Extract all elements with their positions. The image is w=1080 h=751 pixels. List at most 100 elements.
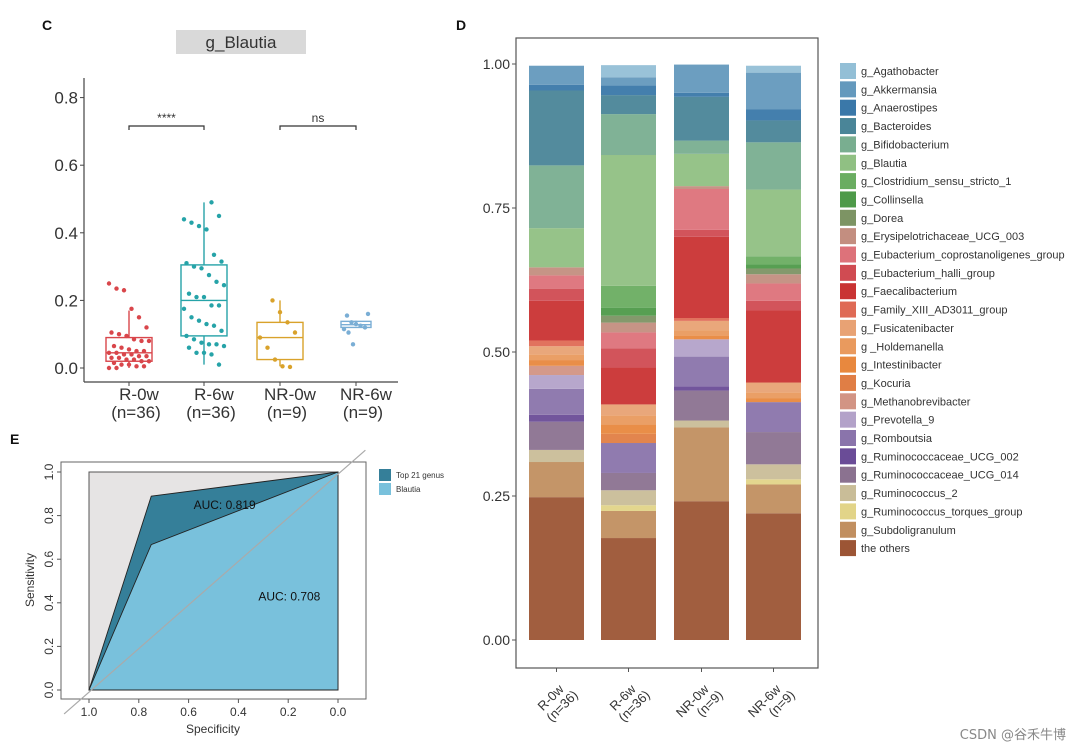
panel-c-boxplot: g_Blautia 0.00.20.40.60.8R-0w(n=36)R-6w(… [54,30,398,422]
d-legend-swatch [840,209,856,226]
d-bar-segment [529,90,584,166]
c-point [126,362,132,367]
d-legend-swatch [840,448,856,465]
d-bar-segment [529,360,584,366]
d-bar-segment [601,85,656,96]
d-legend-label: g_Methanobrevibacter [861,396,971,408]
c-significance-bracket [128,125,205,131]
d-legend-label: g_Anaerostipes [861,103,938,115]
d-bar-segment [601,367,656,405]
d-legend-swatch [840,503,856,520]
d-bar-segment [601,490,656,506]
c-point [141,364,147,369]
d-bar-segment [529,65,584,85]
d-y-tick-label: 0.50 [483,344,510,360]
d-bar-segment [674,339,729,357]
d-bar-segment [529,267,584,276]
c-point [184,261,189,266]
e-legend-label: Top 21 genus [396,471,444,480]
d-bar-segment [746,432,801,465]
d-legend-swatch [840,154,856,171]
c-point [184,333,189,339]
c-point [134,364,139,369]
c-point [194,350,199,355]
e-x-tick-label: 0.4 [230,705,247,719]
d-bar-segment [601,322,656,333]
c-point [124,333,129,339]
e-y-tick-label: 0.8 [42,507,56,524]
d-bar-segment [746,398,801,403]
c-point [146,338,152,344]
d-bar-segment [674,92,729,97]
d-bar-segment [674,330,729,336]
c-point [181,217,187,222]
d-bar-segment [529,288,584,301]
facet-strip [176,30,306,54]
c-x-tick-label: R-0w [119,385,159,404]
c-point [194,294,199,300]
d-bar-segment [601,77,656,86]
d-legend-swatch [840,301,856,318]
d-legend-swatch [840,136,856,153]
e-legend: Top 21 genus Blautia [379,469,444,495]
d-y-tick-label: 0.25 [483,488,510,504]
d-bars [529,64,801,640]
c-significance-label: **** [157,111,176,125]
c-box [256,321,304,361]
e-y-tick-label: 0.6 [42,551,56,568]
c-point [206,272,212,278]
d-bar-segment [601,114,656,156]
c-point [136,315,142,320]
e-x-tick-label: 0.0 [330,705,347,719]
d-bar-segment [601,348,656,368]
c-point [349,320,354,325]
c-point [270,298,275,303]
c-y-tick-label: 0.4 [54,224,78,243]
d-bar-segment [529,421,584,450]
d-bar-segment [529,449,584,463]
c-point [214,279,219,285]
c-significance-bracket [279,125,357,131]
d-legend-swatch [840,228,856,245]
d-bar-segment [601,415,656,425]
c-point [219,259,224,264]
c-point [362,325,368,330]
c-point [350,342,356,347]
c-point [139,359,144,364]
e-y-tick-label: 0.0 [42,681,56,698]
d-bar-segment [674,356,729,387]
d-bar-segment [529,365,584,376]
d-legend-swatch [840,540,856,557]
c-axes: 0.00.20.40.60.8R-0w(n=36)R-6w(n=36)NR-0w… [54,78,398,422]
c-x-tick-label: NR-0w [264,385,317,404]
d-legend-label: g_Faecalibacterium [861,286,957,298]
d-bar-segment [674,335,729,340]
d-bar-segment [529,346,584,355]
d-bar-segment [674,229,729,237]
d-legend-swatch [840,264,856,281]
c-marks: **** ns [105,111,372,371]
d-legend-label: g_Fusicatenibacter [861,323,954,335]
c-point [136,353,142,359]
c-point [114,350,119,355]
c-point [344,313,350,318]
c-point [191,264,197,269]
d-bar-segment [746,189,801,257]
c-point [139,338,144,344]
c-point [134,348,139,354]
d-bar-segment [601,424,656,434]
d-legend-swatch [840,99,856,116]
c-point [114,365,119,371]
d-legend-swatch [840,319,856,336]
c-point [209,200,214,205]
c-y-tick-label: 0.0 [54,359,78,378]
c-point [109,330,114,335]
d-legend-label: g_Collinsella [861,194,924,206]
d-bar-segment [746,513,801,640]
d-x-tick-label-group: R-0w(n=36) [535,681,581,725]
panel-d-letter: D [456,17,466,33]
c-point [287,364,293,370]
e-marks: AUC: 0.819 AUC: 0.708 [63,449,366,715]
d-bar-segment [674,153,729,187]
e-legend-label: Blautia [396,485,421,494]
